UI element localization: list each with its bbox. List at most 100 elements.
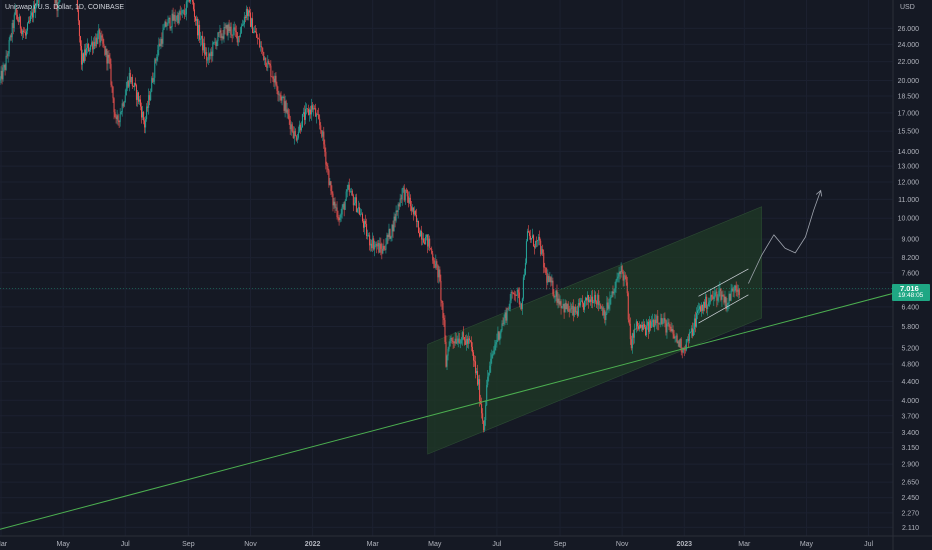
- candle-body: [23, 32, 25, 33]
- candle-body: [291, 124, 293, 132]
- candle-body: [693, 318, 695, 330]
- candle-body: [738, 289, 740, 296]
- candle-body: [229, 26, 231, 32]
- candle-body: [558, 298, 560, 305]
- candle-body: [267, 60, 269, 68]
- candle-body: [609, 298, 611, 306]
- candle-body: [396, 210, 398, 212]
- candle-body: [616, 278, 618, 281]
- candle-body: [731, 288, 733, 291]
- candle-body: [164, 21, 166, 28]
- candle-body: [143, 111, 145, 121]
- candle-body: [537, 239, 539, 241]
- candle-body: [708, 302, 710, 307]
- candle-body: [13, 14, 15, 29]
- price-tick-label: 14.000: [898, 149, 920, 156]
- candle-body: [501, 323, 503, 330]
- candle-body: [658, 323, 660, 325]
- candle-body: [515, 295, 517, 296]
- price-tick-label: 5.200: [901, 346, 919, 353]
- candle-body: [459, 343, 461, 344]
- candle-body: [544, 267, 546, 268]
- candle-body: [370, 243, 372, 246]
- candle-body: [455, 338, 457, 344]
- price-tick-label: 22.000: [898, 59, 920, 66]
- candle-body: [506, 308, 508, 321]
- candle-body: [256, 32, 258, 38]
- candle-body: [503, 318, 505, 325]
- candle-body: [239, 32, 241, 37]
- candle-body: [252, 18, 254, 33]
- candle-body: [659, 324, 661, 325]
- candle-body: [433, 260, 435, 264]
- candle-body: [285, 101, 287, 113]
- price-tick-label: 3.150: [901, 445, 919, 452]
- candle-body: [721, 294, 723, 300]
- candle-body: [319, 118, 321, 126]
- candle-body: [36, 2, 38, 7]
- candle-body: [407, 196, 409, 203]
- candle-body: [113, 98, 115, 113]
- candle-body: [180, 13, 182, 15]
- candle-body: [55, 0, 57, 4]
- candle-body: [695, 313, 697, 327]
- candle-body: [234, 27, 236, 31]
- candle-body: [334, 201, 336, 208]
- bar-countdown: 19:48:05: [898, 292, 924, 299]
- candle-body: [403, 187, 405, 201]
- candle-body: [655, 319, 657, 324]
- candle-body: [615, 280, 617, 289]
- candle-body: [525, 241, 527, 263]
- candle-body: [675, 335, 677, 337]
- candle-body: [315, 108, 317, 117]
- candle-body: [262, 47, 264, 52]
- candle-body: [15, 8, 17, 15]
- candle-body: [646, 325, 648, 336]
- candle-body: [677, 341, 679, 343]
- candle-body: [225, 25, 227, 28]
- candle-body: [159, 43, 161, 46]
- candle-body: [504, 312, 506, 319]
- candle-body: [427, 234, 429, 247]
- candle-body: [342, 204, 344, 208]
- price-tick-label: 26.000: [898, 26, 920, 33]
- candle-body: [587, 295, 589, 301]
- candle-body: [116, 115, 118, 120]
- candle-body: [371, 243, 373, 249]
- candle-body: [363, 221, 365, 228]
- candle-body: [236, 32, 238, 43]
- candle-body: [649, 320, 651, 332]
- candle-body: [384, 249, 386, 250]
- candle-body: [258, 38, 260, 40]
- candle-body: [664, 318, 666, 321]
- candle-body: [221, 36, 223, 38]
- candle-body: [604, 310, 606, 321]
- price-tick-label: 2.900: [901, 462, 919, 469]
- candle-body: [238, 36, 240, 37]
- candle-body: [346, 189, 348, 192]
- candle-body: [2, 67, 4, 80]
- candle-body: [88, 43, 90, 52]
- candle-body: [720, 288, 722, 300]
- candle-body: [623, 275, 625, 281]
- candle-body: [555, 290, 557, 297]
- parallel-channel: [427, 206, 762, 455]
- candle-body: [220, 30, 222, 38]
- candle-body: [465, 338, 467, 345]
- candle-body: [687, 339, 689, 341]
- candle-body: [688, 332, 690, 341]
- candle-body: [117, 115, 119, 121]
- candle-body: [560, 301, 562, 308]
- candle-body: [510, 292, 512, 301]
- candle-body: [425, 237, 427, 245]
- candle-body: [374, 245, 376, 250]
- candle-body: [287, 109, 289, 115]
- candle-body: [380, 243, 382, 249]
- candle-body: [295, 136, 297, 141]
- candle-body: [1, 70, 3, 80]
- candle-body: [230, 26, 232, 35]
- candle-body: [499, 333, 501, 340]
